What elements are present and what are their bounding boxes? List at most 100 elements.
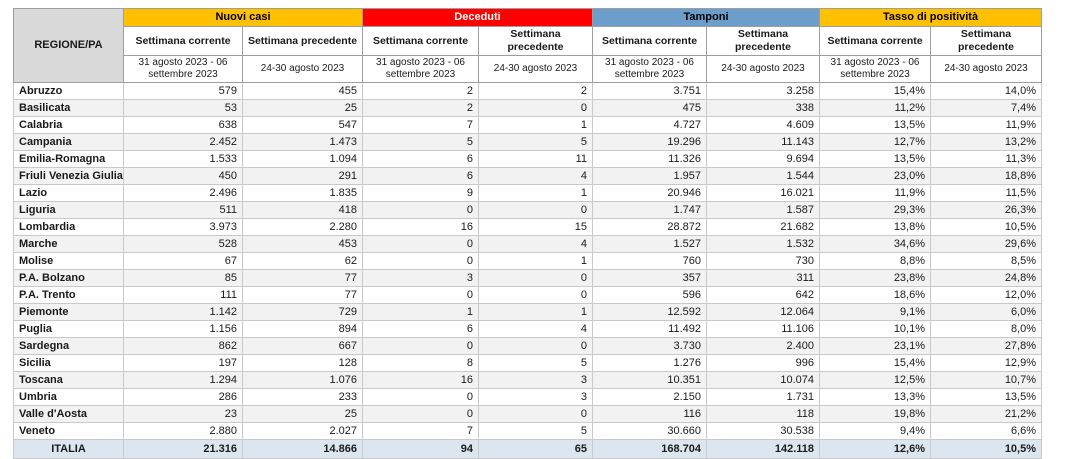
table-row: Molise 67 62 0 1 760 730 8,8% 8,5% bbox=[13, 252, 1043, 270]
value-cell: 511 bbox=[123, 201, 243, 219]
value-cell: 642 bbox=[705, 286, 821, 304]
value-cell: 10.351 bbox=[592, 371, 707, 389]
value-cell: 5 bbox=[478, 422, 593, 440]
value-cell: 29,3% bbox=[819, 201, 932, 219]
table-row: Friuli Venezia Giulia 450 291 6 4 1.957 1.544 2… bbox=[13, 167, 1043, 185]
value-cell: 19.296 bbox=[592, 133, 707, 151]
value-cell: 311 bbox=[705, 269, 821, 287]
value-cell: 11,3% bbox=[930, 150, 1043, 168]
value-cell: 1.533 bbox=[123, 150, 243, 168]
value-cell: 23,8% bbox=[819, 269, 932, 287]
table-row: Toscana 1.294 1.076 16 3 10.351 10.074 12,5% 10,… bbox=[13, 371, 1043, 389]
subheader-current-week: Settimana corrente bbox=[362, 26, 479, 56]
value-cell: 11.106 bbox=[705, 320, 821, 338]
value-cell: 2.496 bbox=[123, 184, 243, 202]
value-cell: 11.143 bbox=[705, 133, 821, 151]
value-cell: 418 bbox=[242, 201, 363, 219]
value-cell: 6 bbox=[362, 150, 479, 168]
subheader-row: Settimana corrente Settimana precedente … bbox=[14, 26, 1043, 56]
table-row: Valle d'Aosta 23 25 0 0 116 118 19,8% 21,2% bbox=[13, 405, 1043, 423]
region-name: Lombardia bbox=[13, 218, 124, 236]
value-cell: 8 bbox=[362, 354, 479, 372]
region-name: Sardegna bbox=[13, 337, 124, 355]
value-cell: 14,0% bbox=[930, 82, 1043, 100]
value-cell: 15,4% bbox=[819, 82, 932, 100]
region-name: Marche bbox=[13, 235, 124, 253]
value-cell: 142.118 bbox=[705, 439, 821, 459]
value-cell: 23 bbox=[123, 405, 243, 423]
value-cell: 7 bbox=[362, 422, 479, 440]
subheader-current-week: Settimana corrente bbox=[123, 26, 243, 56]
value-cell: 1 bbox=[478, 252, 593, 270]
value-cell: 1.835 bbox=[242, 184, 363, 202]
covid-weekly-monitoring-table: REGIONE/PA Nuovi casi Deceduti Tamponi T… bbox=[13, 8, 1043, 459]
value-cell: 9,1% bbox=[819, 303, 932, 321]
value-cell: 11,2% bbox=[819, 99, 932, 117]
value-cell: 16 bbox=[362, 218, 479, 236]
value-cell: 12,5% bbox=[819, 371, 932, 389]
value-cell: 547 bbox=[242, 116, 363, 134]
region-name: Molise bbox=[13, 252, 124, 270]
value-cell: 25 bbox=[242, 99, 363, 117]
value-cell: 1.076 bbox=[242, 371, 363, 389]
value-cell: 11.492 bbox=[592, 320, 707, 338]
period-current: 31 agosto 2023 - 06 settembre 2023 bbox=[362, 55, 479, 83]
value-cell: 4.727 bbox=[592, 116, 707, 134]
value-cell: 1.747 bbox=[592, 201, 707, 219]
value-cell: 291 bbox=[242, 167, 363, 185]
value-cell: 1.156 bbox=[123, 320, 243, 338]
value-cell: 2.452 bbox=[123, 133, 243, 151]
value-cell: 450 bbox=[123, 167, 243, 185]
period-previous: 24-30 agosto 2023 bbox=[478, 55, 593, 83]
period-previous: 24-30 agosto 2023 bbox=[930, 55, 1043, 83]
value-cell: 579 bbox=[123, 82, 243, 100]
table-row: Abruzzo 579 455 2 2 3.751 3.258 15,4% 14,0% bbox=[13, 82, 1043, 100]
value-cell: 1 bbox=[362, 303, 479, 321]
value-cell: 168.704 bbox=[592, 439, 707, 459]
value-cell: 27,8% bbox=[930, 337, 1043, 355]
value-cell: 5 bbox=[478, 354, 593, 372]
region-name: Friuli Venezia Giulia bbox=[13, 167, 124, 185]
value-cell: 10,5% bbox=[930, 439, 1043, 459]
value-cell: 1.473 bbox=[242, 133, 363, 151]
value-cell: 11,9% bbox=[930, 116, 1043, 134]
value-cell: 25 bbox=[242, 405, 363, 423]
table-row: Marche 528 453 0 4 1.527 1.532 34,6% 29,6% bbox=[13, 235, 1043, 253]
value-cell: 4 bbox=[478, 167, 593, 185]
group-header-tamponi: Tamponi bbox=[591, 8, 821, 27]
subheader-previous-week: Settimana precedente bbox=[478, 26, 593, 56]
value-cell: 0 bbox=[478, 99, 593, 117]
value-cell: 12,9% bbox=[930, 354, 1043, 372]
value-cell: 67 bbox=[123, 252, 243, 270]
value-cell: 16 bbox=[362, 371, 479, 389]
value-cell: 24,8% bbox=[930, 269, 1043, 287]
value-cell: 1.587 bbox=[705, 201, 821, 219]
value-cell: 9,4% bbox=[819, 422, 932, 440]
table-row: Lazio 2.496 1.835 9 1 20.946 16.021 11,9% 11,5% bbox=[13, 184, 1043, 202]
total-row-label: ITALIA bbox=[13, 439, 124, 459]
value-cell: 12,6% bbox=[819, 439, 932, 459]
region-name: Toscana bbox=[13, 371, 124, 389]
value-cell: 2 bbox=[478, 82, 593, 100]
table-row: Lombardia 3.973 2.280 16 15 28.872 21.682 13,8%… bbox=[13, 218, 1043, 236]
value-cell: 1.544 bbox=[705, 167, 821, 185]
value-cell: 21.316 bbox=[123, 439, 243, 459]
value-cell: 357 bbox=[592, 269, 707, 287]
value-cell: 197 bbox=[123, 354, 243, 372]
value-cell: 1.142 bbox=[123, 303, 243, 321]
value-cell: 116 bbox=[592, 405, 707, 423]
table-row: P.A. Bolzano 85 77 3 0 357 311 23,8% 24,8% bbox=[13, 269, 1043, 287]
table-row: Campania 2.452 1.473 5 5 19.296 11.143 12,7% 13,… bbox=[13, 133, 1043, 151]
value-cell: 3.973 bbox=[123, 218, 243, 236]
date-range-row: 31 agosto 2023 - 06 settembre 2023 24-30… bbox=[14, 55, 1043, 83]
value-cell: 528 bbox=[123, 235, 243, 253]
value-cell: 26,3% bbox=[930, 201, 1043, 219]
value-cell: 2.027 bbox=[242, 422, 363, 440]
value-cell: 6,0% bbox=[930, 303, 1043, 321]
table-row: Veneto 2.880 2.027 7 5 30.660 30.538 9,4% 6,6% bbox=[13, 422, 1043, 440]
value-cell: 0 bbox=[478, 286, 593, 304]
value-cell: 13,3% bbox=[819, 388, 932, 406]
region-name: Puglia bbox=[13, 320, 124, 338]
value-cell: 1.527 bbox=[592, 235, 707, 253]
table-row: P.A. Trento 111 77 0 0 596 642 18,6% 12,0% bbox=[13, 286, 1043, 304]
